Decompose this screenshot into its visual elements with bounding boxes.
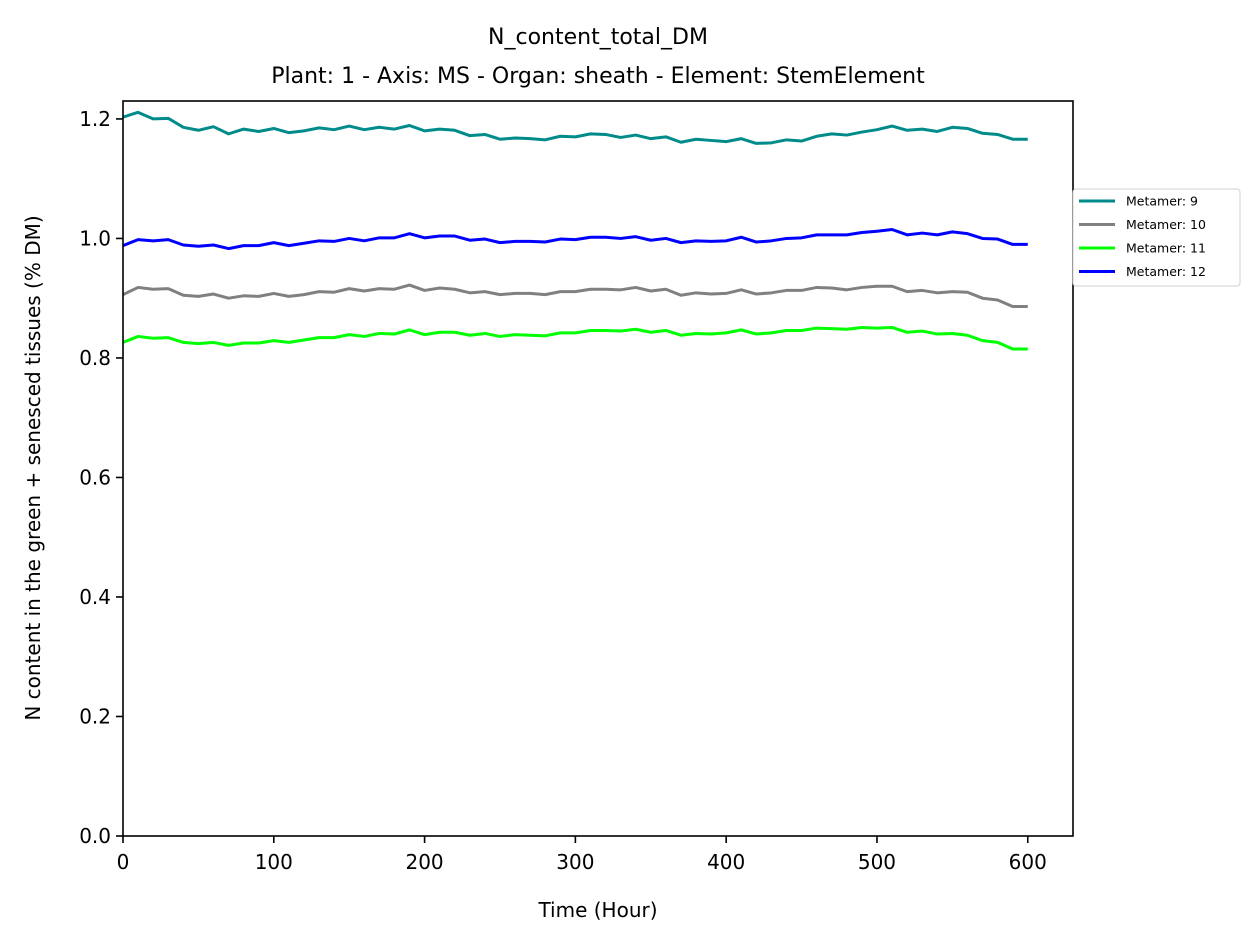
- x-axis-label: Time (Hour): [537, 898, 657, 922]
- chart-title: N_content_total_DM: [488, 25, 708, 50]
- y-tick-label: 0.2: [79, 704, 111, 728]
- series-line-1: [122, 110, 1028, 145]
- legend-label-1: Metamer: 9: [1126, 194, 1198, 209]
- x-tick-label: 400: [707, 850, 745, 874]
- y-tick-label: 1.2: [79, 107, 111, 131]
- y-tick-label: 0.0: [79, 824, 111, 848]
- y-tick-label: 1.0: [79, 226, 111, 250]
- legend-label-4: Metamer: 12: [1126, 264, 1206, 279]
- x-tick-label: 100: [255, 850, 293, 874]
- y-axis-label: N content in the green + senesced tissue…: [21, 215, 45, 720]
- x-tick-label: 500: [858, 850, 896, 874]
- x-tick-label: 200: [405, 850, 443, 874]
- series-line-3: [122, 325, 1028, 351]
- series-line-4: [122, 227, 1028, 251]
- legend-frame: [1072, 188, 1241, 287]
- series-line-2: [122, 283, 1028, 309]
- legend-label-3: Metamer: 11: [1126, 241, 1206, 256]
- series-layer: [122, 110, 1028, 351]
- y-axis-ticks: 0.0 0.2 0.4 0.6 0.8 1.0 1.2: [79, 107, 123, 848]
- axes-frame: [122, 100, 1074, 837]
- y-tick-label: 0.4: [79, 585, 111, 609]
- x-tick-label: 600: [1009, 850, 1047, 874]
- y-tick-label: 0.6: [79, 465, 111, 489]
- x-tick-label: 0: [117, 850, 130, 874]
- legend: Metamer: 9 Metamer: 10 Metamer: 11 Metamer:…: [1072, 188, 1241, 287]
- plot-area: [122, 100, 1074, 837]
- legend-label-2: Metamer: 10: [1126, 217, 1206, 232]
- x-axis-ticks: 0 100 200 300 400 500 600: [117, 836, 1047, 874]
- chart-subtitle: Plant: 1 - Axis: MS - Organ: sheath - El…: [271, 64, 925, 89]
- x-tick-label: 300: [556, 850, 594, 874]
- y-tick-label: 0.8: [79, 346, 111, 370]
